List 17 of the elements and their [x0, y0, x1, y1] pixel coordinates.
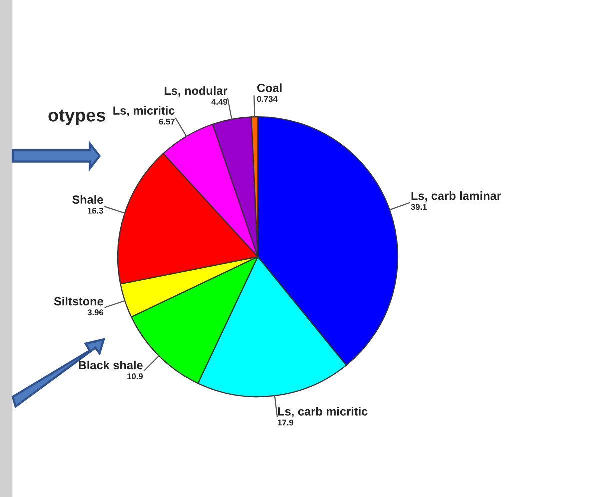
slice-label: Ls, carb micritic	[278, 407, 368, 418]
text: otypes	[48, 110, 106, 126]
slice-label: Ls, micritic	[114, 106, 175, 117]
data-label: 6.57	[159, 118, 175, 125]
slice-label: Black shale	[79, 360, 143, 370]
slice-label: Ls, nodular	[164, 86, 228, 97]
data-label: 17.9	[278, 420, 294, 426]
data-label: 0.734	[257, 96, 278, 102]
data-label: 39.1	[411, 204, 427, 210]
slice-label: Coal	[258, 84, 282, 92]
data-label: 4.49	[212, 99, 228, 105]
slice-label: Ls, carb laminar	[412, 192, 502, 202]
data-label: 10.9	[128, 374, 144, 380]
data-label: 16.3	[88, 208, 104, 214]
slice-label: Shale	[72, 195, 104, 204]
data-label: 3.96	[88, 310, 104, 316]
slice-label: Siltstone	[54, 297, 104, 306]
